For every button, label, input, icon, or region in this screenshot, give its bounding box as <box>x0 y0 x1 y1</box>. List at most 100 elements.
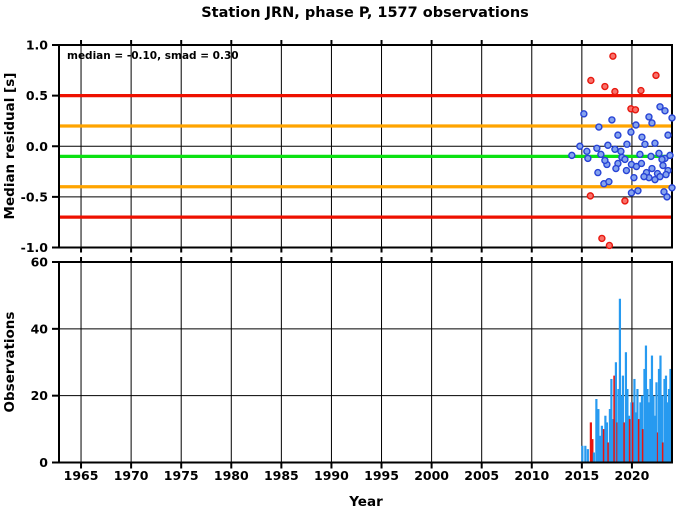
histogram-bar <box>611 419 615 463</box>
histogram-bar <box>637 419 641 463</box>
histogram-bar <box>626 388 629 463</box>
histogram-bar <box>600 425 603 463</box>
histogram-bar <box>586 449 589 463</box>
scatter-point-inlier-residuals <box>637 159 646 168</box>
y-tick-label: -1.0 <box>21 240 49 255</box>
scatter-point-inlier-residuals <box>668 184 676 192</box>
y-tick-label: 40 <box>31 321 49 336</box>
scatter-point-inlier-residuals <box>627 128 635 136</box>
y-tick-label: -0.5 <box>21 189 48 204</box>
scatter-point-inlier-residuals <box>662 170 670 179</box>
histogram-bar <box>655 382 658 463</box>
histogram-bar <box>659 355 662 463</box>
chart-title: Station JRN, phase P, 1577 observations <box>201 5 529 21</box>
scatter-point-inlier-residuals <box>640 172 648 181</box>
chart-render-layer: 1965 1970 1975 1980 1985 1990 1995 2000 2005 2010… <box>21 38 676 483</box>
histogram-bar <box>630 402 633 463</box>
histogram-bar <box>628 419 632 463</box>
y-tick-label: 60 <box>31 255 49 270</box>
scatter-point-inlier-residuals <box>656 172 664 181</box>
bottom-y-axis-title: Observations <box>2 312 18 413</box>
histogram-bar <box>591 439 594 463</box>
histogram-bar <box>646 388 649 463</box>
scatter-point-inlier-residuals <box>595 123 603 131</box>
x-axis-title: Year <box>348 494 383 510</box>
scatter-point-inlier-residuals <box>648 119 656 127</box>
scatter-point-outlier-residuals <box>631 106 640 114</box>
scatter-point-inlier-residuals <box>666 151 674 160</box>
scatter-point-outlier-residuals <box>609 52 617 60</box>
histogram-bar <box>592 452 595 463</box>
histogram-bar <box>624 352 628 463</box>
scatter-point-inlier-residuals <box>623 140 631 148</box>
histogram-bar <box>605 422 608 463</box>
histogram-bar <box>634 412 638 463</box>
histogram-bar <box>661 442 665 463</box>
scatter-point-inlier-residuals <box>584 154 592 163</box>
scatter-point-inlier-residuals <box>614 131 622 139</box>
histogram-bar <box>597 409 600 463</box>
histogram-bar <box>610 378 613 463</box>
scatter-point-outlier-residuals <box>611 87 619 96</box>
scatter-point-inlier-residuals <box>568 151 576 160</box>
scatter-point-inlier-residuals <box>663 193 671 201</box>
histogram-bar <box>663 378 666 463</box>
histogram-bar <box>640 395 644 463</box>
histogram-bar <box>607 442 610 463</box>
scatter-point-inlier-residuals <box>645 113 653 121</box>
scatter-point-inlier-residuals <box>638 133 646 141</box>
scatter-point-inlier-residuals <box>576 142 584 150</box>
histogram-bar <box>623 422 626 463</box>
scatter-point-inlier-residuals <box>664 131 672 139</box>
scatter-point-inlier-residuals <box>651 139 659 147</box>
histogram-bar <box>589 422 592 463</box>
x-tick-label: 1965 <box>64 468 99 483</box>
y-tick-label: 0 <box>39 455 48 470</box>
scatter-point-outlier-residuals <box>621 197 629 205</box>
histogram-bar <box>636 388 639 463</box>
histogram-bar <box>602 429 605 463</box>
histogram-bar <box>657 368 661 463</box>
scatter-point-inlier-residuals <box>661 107 669 115</box>
scatter-point-inlier-residuals <box>636 150 644 159</box>
x-tick-label: 2010 <box>514 468 549 483</box>
histogram-bar <box>608 409 611 463</box>
scatter-point-inlier-residuals <box>641 140 649 148</box>
histogram-bar <box>614 362 618 463</box>
scatter-point-inlier-residuals <box>612 164 620 173</box>
histogram-bar <box>641 429 645 463</box>
top-y-axis-title: Median residual [s] <box>2 73 18 220</box>
x-tick-label: 2005 <box>464 468 499 483</box>
scatter-point-outlier-residuals <box>586 192 595 200</box>
scatter-point-outlier-residuals <box>587 76 595 85</box>
scatter-point-outlier-residuals <box>637 86 645 95</box>
histogram-bar <box>649 378 652 463</box>
scatter-point-outlier-residuals <box>605 241 614 250</box>
histogram-bar <box>653 415 657 463</box>
histogram-bar <box>667 388 671 463</box>
scatter-point-inlier-residuals <box>627 189 636 197</box>
histogram-bar <box>664 375 668 463</box>
scatter-point-inlier-residuals <box>594 168 602 177</box>
histogram-bar <box>644 345 648 463</box>
y-tick-label: 20 <box>31 388 49 403</box>
histogram-bar <box>618 298 622 463</box>
median-smad-annotation: median = -0.10, smad = 0.30 <box>67 50 239 62</box>
scatter-point-inlier-residuals <box>659 161 667 170</box>
scatter-point-inlier-residuals <box>668 114 676 122</box>
scatter-point-inlier-residuals <box>604 141 612 149</box>
y-tick-label: 0.0 <box>26 139 48 154</box>
x-tick-label: 1970 <box>114 468 149 483</box>
scatter-point-inlier-residuals <box>617 147 625 156</box>
histogram-bar <box>613 375 616 463</box>
x-tick-label: 1995 <box>364 468 399 483</box>
histogram-bar <box>599 435 602 463</box>
histogram-bar <box>647 402 651 463</box>
histogram-bar <box>621 375 625 463</box>
scatter-point-inlier-residuals <box>648 164 656 173</box>
scatter-point-inlier-residuals <box>621 155 629 164</box>
scatter-point-inlier-residuals <box>593 144 601 152</box>
scatter-point-inlier-residuals <box>658 155 666 164</box>
